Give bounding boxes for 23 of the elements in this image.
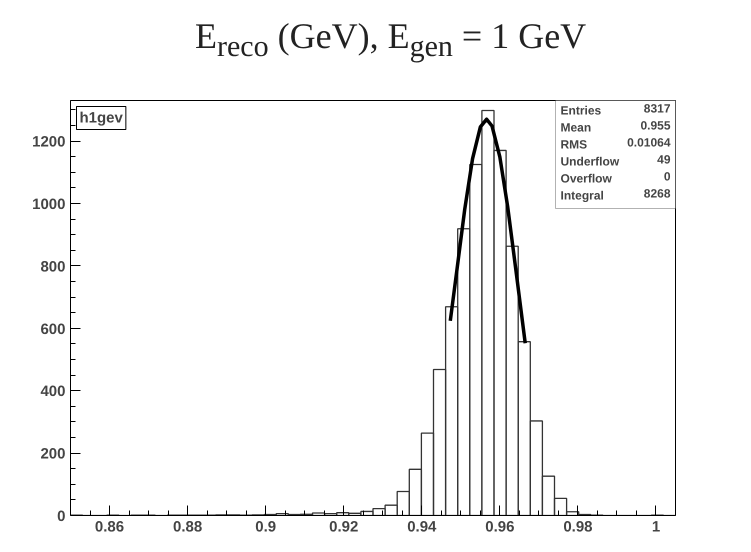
annotation: h1gev — [80, 110, 124, 126]
y-tick-label: 600 — [40, 320, 66, 338]
y-tick-label: 1000 — [32, 196, 66, 213]
text: Integral 8268 — [560, 186, 671, 202]
x-tick-label: 0.92 — [329, 518, 358, 536]
y-tick-label: 0 — [57, 508, 66, 525]
x-tick-label: 0.98 — [563, 518, 593, 536]
x-tick-label: 0.9 — [255, 518, 276, 536]
y-tick-label: 400 — [40, 383, 66, 400]
x-tick-label: 0.94 — [407, 518, 438, 536]
y-tick-label: 1200 — [32, 134, 66, 151]
y-tick-label: 200 — [40, 446, 66, 463]
y-tick-label: 800 — [40, 258, 66, 276]
text: Underflow 49 — [560, 152, 671, 168]
text: RMS 0.01064 — [560, 136, 671, 152]
x-tick-label: 0.88 — [173, 518, 202, 536]
x-tick-label: 0.86 — [94, 518, 124, 536]
text: Mean 0.955 — [560, 118, 670, 134]
x-tick-label: 1 — [652, 518, 660, 536]
x-tick-label: 0.96 — [485, 518, 514, 536]
text: Overflow 0 — [560, 170, 671, 186]
chart-title: E$_{reco}$ (GeV), E$_{gen}$ = 1 GeV — [195, 15, 586, 66]
text: Entries 8317 — [560, 102, 671, 118]
